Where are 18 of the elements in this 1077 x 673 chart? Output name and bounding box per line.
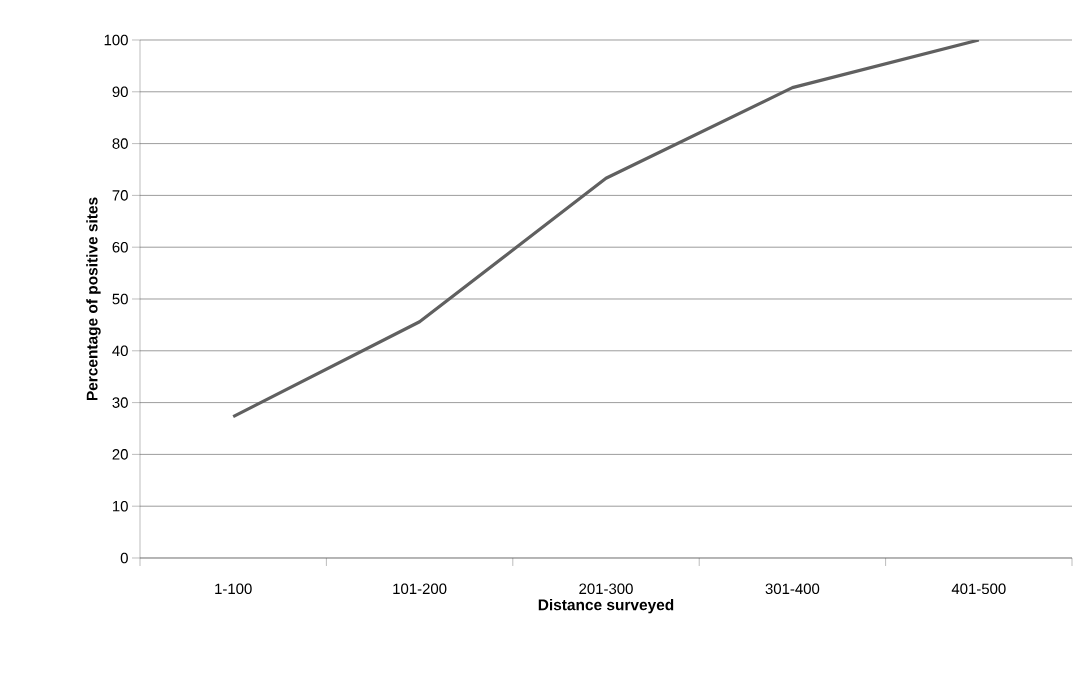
y-tick-label: 60 <box>112 241 128 253</box>
y-tick-label: 0 <box>120 552 128 564</box>
x-tick-label: 301-400 <box>765 583 820 595</box>
x-axis-title: Distance surveyed <box>538 598 674 614</box>
y-tick-label: 50 <box>112 293 128 305</box>
x-tick-label: 1-100 <box>215 583 252 595</box>
y-tick-label: 40 <box>112 345 128 357</box>
x-tick-label: 201-300 <box>579 583 633 595</box>
y-tick-label: 10 <box>113 500 128 512</box>
y-axis-title: Percentage of positive sites <box>86 197 101 401</box>
y-tick-label: 70 <box>112 190 128 201</box>
y-tick-label: 20 <box>112 449 128 460</box>
y-tick-label: 90 <box>112 86 128 98</box>
y-tick-label: 80 <box>112 138 128 149</box>
x-tick-label: 401-500 <box>951 583 1006 595</box>
y-tick-label: 30 <box>112 397 128 408</box>
y-tick-label: 100 <box>104 34 128 46</box>
x-tick-label: 101-200 <box>393 583 447 595</box>
